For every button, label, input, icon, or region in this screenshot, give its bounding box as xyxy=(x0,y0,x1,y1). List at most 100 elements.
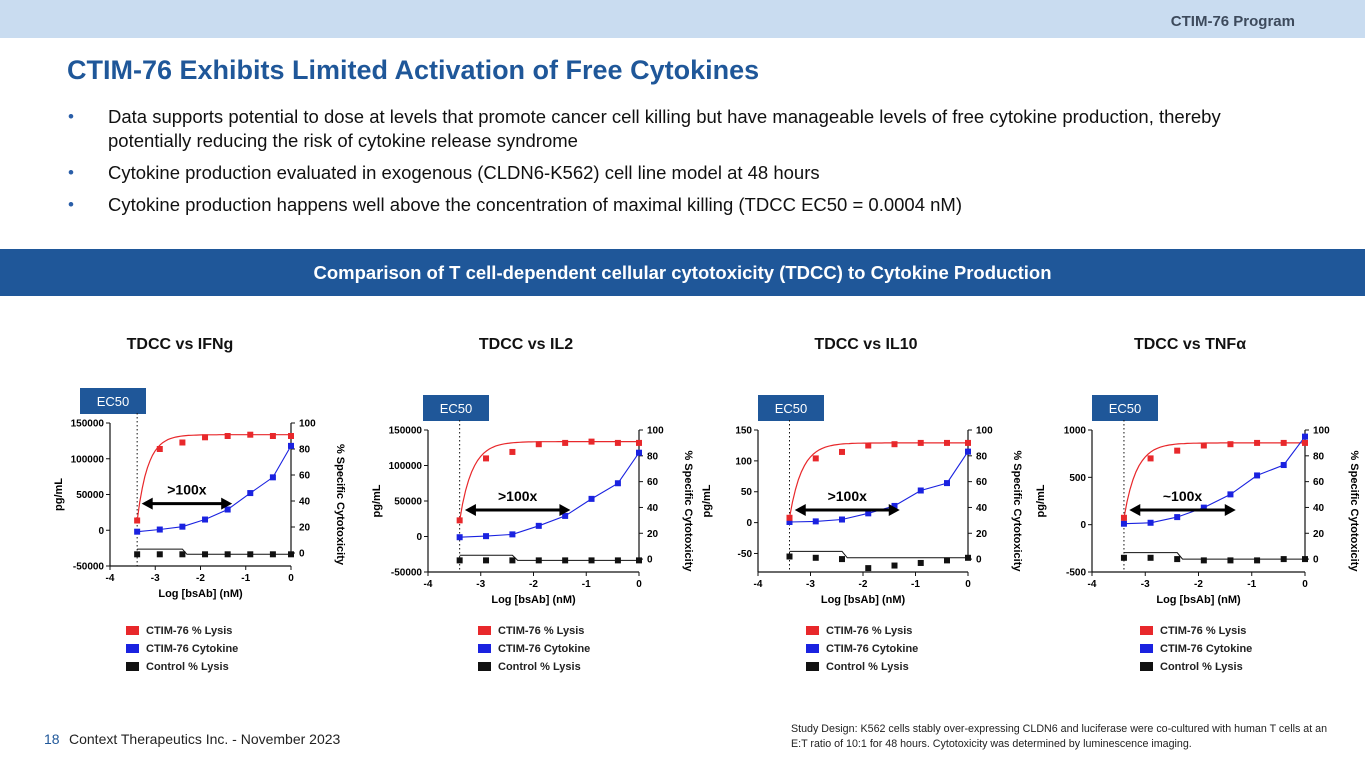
control-point xyxy=(1227,557,1234,564)
lysis-point xyxy=(535,441,542,448)
legend-swatch-cytokine xyxy=(1140,644,1153,653)
y2-tick-label: 0 xyxy=(1313,555,1319,566)
legend-item: Control % Lysis xyxy=(806,661,909,673)
lysis-point xyxy=(1147,455,1154,462)
lysis-point xyxy=(944,439,950,446)
control-point xyxy=(535,557,542,564)
y2-axis-label: % Specific Cytotoxicity xyxy=(334,444,346,566)
lysis-point xyxy=(134,517,141,524)
control-fit-curve xyxy=(1123,552,1305,560)
legend-item: CTIM-76 Cytokine xyxy=(478,643,590,655)
cytokine-point xyxy=(965,448,971,455)
x-tick-label: -4 xyxy=(1088,579,1097,590)
legend-item: Control % Lysis xyxy=(126,661,229,673)
fold-arrow-right-head xyxy=(1224,504,1236,517)
control-point xyxy=(917,559,924,566)
x-axis-label: Log [bsAb] (nM) xyxy=(491,594,576,606)
cytokine-point xyxy=(562,512,569,519)
legend-item: CTIM-76 % Lysis xyxy=(478,625,584,637)
y-tick-label: 0 xyxy=(98,526,104,537)
x-tick-label: -4 xyxy=(424,579,433,590)
page-number: 18 xyxy=(44,731,60,747)
fold-difference-label: >100x xyxy=(828,488,868,504)
y-axis-label: pg/mL xyxy=(701,484,713,517)
y2-axis-label: % Specific Cytotoxicity xyxy=(1348,450,1360,572)
control-point xyxy=(812,554,819,561)
cytokine-point xyxy=(456,534,463,541)
section-banner: Comparison of T cell-dependent cellular … xyxy=(0,249,1365,296)
lysis-point xyxy=(1200,442,1207,449)
legend-item: CTIM-76 % Lysis xyxy=(806,625,912,637)
chart-title: TDCC vs TNFα xyxy=(1133,336,1247,353)
cytokine-point xyxy=(588,495,595,502)
lysis-point xyxy=(891,441,898,448)
legend-swatch-cytokine xyxy=(806,644,819,653)
chart-panel-il2: TDCC vs IL2 EC50 -4 -3 -2 -1 0 -50000 0 50000 10… xyxy=(358,320,698,700)
y-tick-label: 100000 xyxy=(71,454,105,465)
cytokine-point xyxy=(509,531,516,538)
top-bar: CTIM-76 Program xyxy=(0,0,1365,38)
x-tick-label: 0 xyxy=(965,579,971,590)
lysis-point xyxy=(636,439,642,446)
cytokine-point xyxy=(865,510,872,517)
cytokine-point xyxy=(636,449,642,456)
x-axis-label: Log [bsAb] (nM) xyxy=(821,594,906,606)
cytokine-point xyxy=(156,526,163,533)
y-tick-label: 500 xyxy=(1069,473,1086,484)
y2-tick-label: 40 xyxy=(299,497,311,508)
lysis-point xyxy=(269,433,276,439)
y2-tick-label: 60 xyxy=(976,477,988,488)
control-point xyxy=(509,557,516,564)
fold-arrow-left-head xyxy=(464,504,476,517)
y-tick-label: -50000 xyxy=(391,568,423,579)
y2-tick-label: 20 xyxy=(299,523,311,534)
x-tick-label: -3 xyxy=(476,579,485,590)
lysis-point xyxy=(1280,439,1287,446)
y2-tick-label: 20 xyxy=(976,529,988,540)
lysis-point xyxy=(456,517,463,524)
fold-arrow-right-head xyxy=(221,497,233,510)
legend-swatch-lysis xyxy=(478,626,491,635)
x-tick-label: -3 xyxy=(806,579,815,590)
lysis-point xyxy=(839,448,845,455)
cytokine-point xyxy=(839,516,845,523)
control-point xyxy=(944,557,950,564)
control-fit-curve xyxy=(789,550,968,559)
y2-tick-label: 40 xyxy=(1313,503,1325,514)
bullet-item: • Cytokine production evaluated in exogen… xyxy=(68,162,820,183)
lysis-point xyxy=(1120,514,1127,521)
cytokine-point xyxy=(786,518,793,525)
control-point xyxy=(247,551,254,558)
y-tick-label: -50 xyxy=(738,549,753,560)
legend-swatch-lysis xyxy=(126,626,139,635)
control-point xyxy=(1147,554,1154,561)
control-point xyxy=(588,557,595,564)
legend-swatch-lysis xyxy=(806,626,819,635)
chart-svg: -4 -3 -2 -1 0 -500 0 500 1000 0 20 40 60 80 100 Log [bs… xyxy=(1035,420,1360,606)
cytokine-point xyxy=(202,516,209,523)
control-point xyxy=(636,557,642,564)
cytokine-point xyxy=(247,490,254,497)
lysis-point xyxy=(1254,439,1261,446)
y-axis-label: pg/mL xyxy=(371,484,383,517)
legend-swatch-cytokine xyxy=(478,644,491,653)
control-point xyxy=(865,565,872,572)
y2-tick-label: 0 xyxy=(976,555,982,566)
control-point xyxy=(179,551,186,558)
lysis-fit-curve xyxy=(788,442,968,518)
cytokine-fit-curve xyxy=(137,445,292,533)
y2-tick-label: 100 xyxy=(976,426,993,437)
bullet-item: • Data supports potential to dose at leve… xyxy=(68,106,1221,151)
legend-swatch-control xyxy=(1140,662,1153,671)
y2-tick-label: 40 xyxy=(976,503,988,514)
x-tick-label: -2 xyxy=(1194,579,1203,590)
lysis-point xyxy=(224,433,231,439)
ec50-badge: EC50 xyxy=(758,395,824,421)
y2-tick-label: 0 xyxy=(647,555,653,566)
y-tick-label: 1000 xyxy=(1064,426,1087,437)
bullet-item: • Cytokine production happens well above … xyxy=(68,194,963,215)
legend-item: CTIM-76 Cytokine xyxy=(1140,643,1252,655)
lysis-point xyxy=(156,446,163,452)
lysis-point xyxy=(1227,441,1234,448)
cytokine-point xyxy=(483,533,490,540)
